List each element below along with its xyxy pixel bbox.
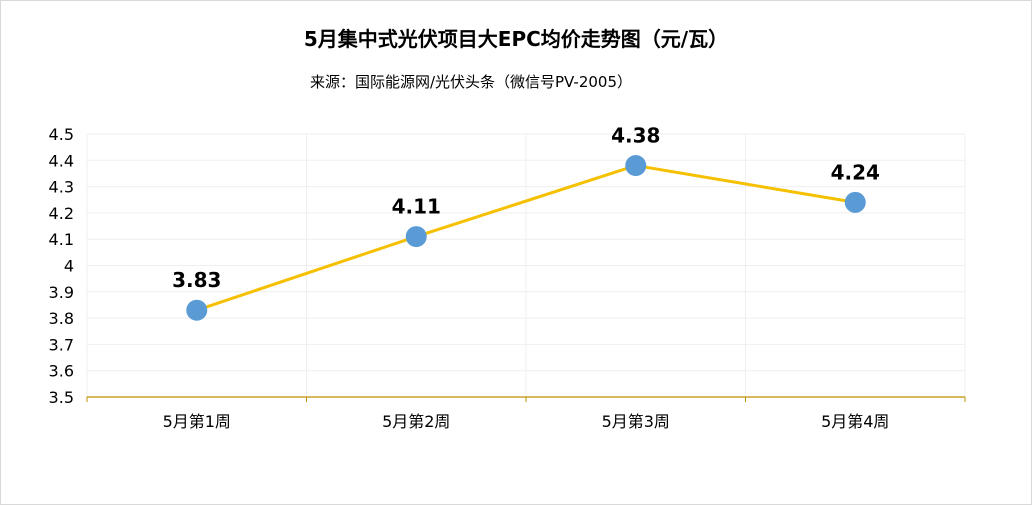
x-category-label: 5月第3周 <box>602 412 670 431</box>
data-label: 3.83 <box>172 268 221 292</box>
data-label: 4.24 <box>831 160 880 184</box>
y-tick-label: 3.9 <box>49 283 74 302</box>
y-tick-label: 3.8 <box>49 309 74 328</box>
y-tick-label: 3.5 <box>49 388 74 407</box>
data-point <box>844 191 866 213</box>
chart-title: 5月集中式光伏项目大EPC均价走势图（元/瓦） <box>303 27 729 51</box>
data-label: 4.11 <box>392 195 441 219</box>
y-tick-label: 4.4 <box>49 151 74 170</box>
x-category-label: 5月第4周 <box>821 412 889 431</box>
y-tick-label: 4 <box>64 257 74 276</box>
x-category-label: 5月第1周 <box>163 412 231 431</box>
y-tick-label: 3.7 <box>49 335 74 354</box>
data-label: 4.38 <box>611 124 660 148</box>
y-tick-label: 4.3 <box>49 178 74 197</box>
y-tick-label: 3.6 <box>49 362 74 381</box>
x-category-label: 5月第2周 <box>382 412 450 431</box>
data-point <box>186 299 208 321</box>
y-tick-label: 4.1 <box>49 230 74 249</box>
data-point <box>625 155 647 177</box>
y-tick-label: 4.5 <box>49 125 74 144</box>
series-line <box>196 164 856 312</box>
chart-subtitle: 来源：国际能源网/光伏头条（微信号PV-2005） <box>309 73 633 91</box>
data-point <box>405 226 427 248</box>
y-tick-label: 4.2 <box>49 204 74 223</box>
